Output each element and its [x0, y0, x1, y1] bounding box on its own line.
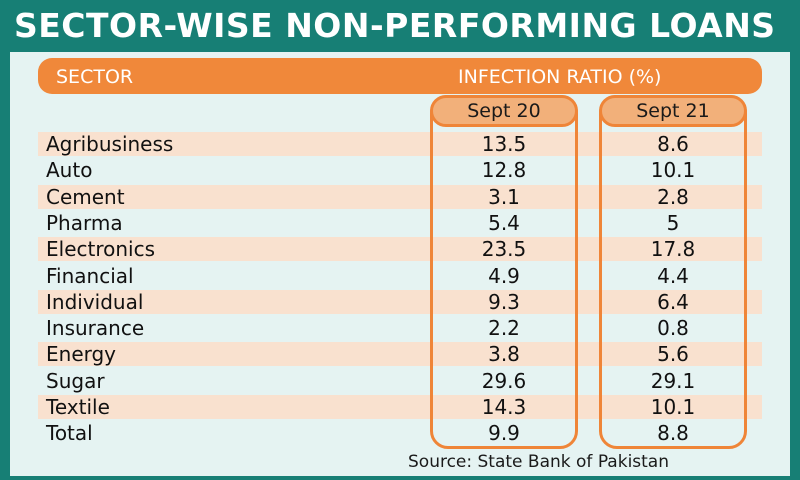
infection-ratio-header: INFECTION RATIO (%) — [458, 66, 662, 88]
sept21-value: 5 — [666, 211, 680, 235]
sector-label: Electronics — [46, 237, 156, 261]
sector-label: Cement — [46, 185, 125, 209]
sept20-value: 3.8 — [488, 342, 520, 366]
table-row — [38, 342, 762, 366]
sept20-value: 9.3 — [488, 290, 520, 314]
sept20-value: 29.6 — [481, 369, 527, 393]
table-row — [38, 290, 762, 314]
sept21-value: 0.8 — [657, 316, 689, 340]
sept20-value: 23.5 — [481, 237, 527, 261]
sept21-value: 10.1 — [650, 158, 696, 182]
sept21-value: 4.4 — [657, 264, 689, 288]
sept20-value: 3.1 — [488, 185, 520, 209]
sept21-value: 29.1 — [650, 369, 696, 393]
sept20-column-outline — [430, 95, 578, 449]
sept21-column-header: Sept 21 — [599, 95, 747, 127]
sept21-value: 17.8 — [650, 237, 696, 261]
sector-label: Pharma — [46, 211, 123, 235]
sept20-value: 12.8 — [481, 158, 527, 182]
table-row — [38, 185, 762, 209]
sept20-value: 2.2 — [488, 316, 520, 340]
sept20-value: 14.3 — [481, 395, 527, 419]
sept21-value: 2.8 — [657, 185, 689, 209]
sept20-value: 5.4 — [488, 211, 520, 235]
chart-title: SECTOR-WISE NON-PERFORMING LOANS — [14, 5, 776, 45]
table-row — [38, 395, 762, 419]
table-row — [38, 237, 762, 261]
sector-label: Insurance — [46, 316, 145, 340]
sector-label: Energy — [46, 342, 117, 366]
header-bar — [38, 58, 762, 94]
sept20-column-header: Sept 20 — [430, 95, 578, 127]
source-note: Source: State Bank of Pakistan — [408, 452, 670, 472]
sept21-value: 8.8 — [657, 421, 689, 445]
sept21-column-outline — [599, 95, 747, 449]
sector-label: Individual — [46, 290, 144, 314]
sector-label: Auto — [46, 158, 93, 182]
sept21-value: 5.6 — [657, 342, 689, 366]
sept21-value: 8.6 — [657, 132, 689, 156]
sept20-value: 13.5 — [481, 132, 527, 156]
sept21-value: 6.4 — [657, 290, 689, 314]
sept21-value: 10.1 — [650, 395, 696, 419]
sector-label: Sugar — [46, 369, 105, 393]
sept20-value: 9.9 — [488, 421, 520, 445]
sector-label: Textile — [46, 395, 110, 419]
sept20-value: 4.9 — [488, 264, 520, 288]
sector-label: Agribusiness — [46, 132, 174, 156]
sector-label: Total — [46, 421, 93, 445]
table-row — [38, 132, 762, 156]
sector-header: SECTOR — [56, 66, 134, 88]
sector-label: Financial — [46, 264, 134, 288]
